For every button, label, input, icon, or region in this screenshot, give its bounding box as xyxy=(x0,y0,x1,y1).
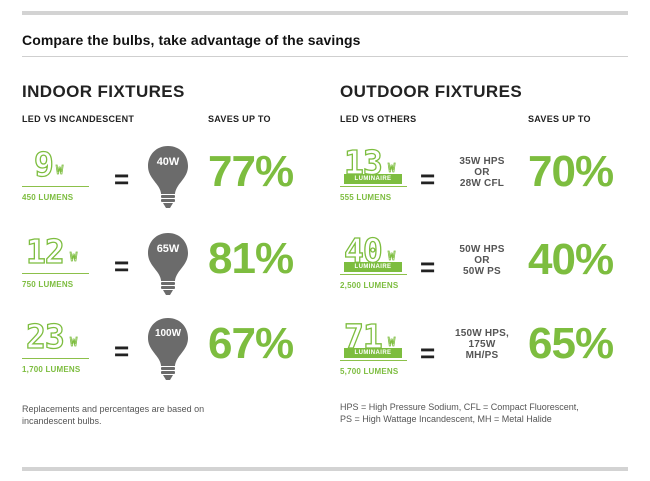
comparison-fixture: 50W HPS OR 50W PS xyxy=(442,244,522,277)
lumens-label: 2,500 LUMENS xyxy=(340,281,399,290)
outdoor-col-saves-label: SAVES UP TO xyxy=(528,114,591,124)
wattage-underline xyxy=(340,274,407,275)
outdoor-footnote-line: HPS = High Pressure Sodium, CFL = Compac… xyxy=(340,402,579,412)
comparison-line: 50W HPS xyxy=(459,244,505,255)
led-wattage-value: 9 xyxy=(33,145,54,184)
lumens-label: 555 LUMENS xyxy=(340,193,392,202)
indoor-row: 9 W 450 LUMENS = 40W 77% xyxy=(22,145,322,228)
led-wattage: 9 W 450 LUMENS xyxy=(22,145,96,208)
savings-percent: 40% xyxy=(528,235,614,284)
led-wattage-value: 13 xyxy=(343,143,383,182)
outdoor-heading: OUTDOOR FIXTURES xyxy=(340,82,523,101)
incandescent-bulb-icon: 40W xyxy=(146,144,190,210)
wattage-underline xyxy=(340,360,407,361)
indoor-footnote-line: incandescent bulbs. xyxy=(22,416,102,426)
bulb-wattage: 40W xyxy=(156,156,180,168)
incandescent-bulb-icon: 65W xyxy=(146,231,190,297)
indoor-section: INDOOR FIXTURES LED VS INCANDESCENT SAVE… xyxy=(22,0,322,481)
led-wattage-unit: W xyxy=(56,163,64,178)
indoor-heading: INDOOR FIXTURES xyxy=(22,82,185,101)
equals-sign: = xyxy=(420,338,436,368)
led-wattage: 13 W LUMINAIRE 555 LUMENS xyxy=(340,143,414,206)
equals-sign: = xyxy=(420,164,436,194)
led-wattage-value: 12 xyxy=(25,232,65,271)
equals-sign: = xyxy=(114,336,130,366)
bottom-rule xyxy=(22,467,628,471)
indoor-col-led-label: LED VS INCANDESCENT xyxy=(22,114,135,124)
wattage-underline xyxy=(22,358,89,359)
led-wattage-unit: W xyxy=(70,250,78,265)
wattage-underline xyxy=(22,186,89,187)
equals-sign: = xyxy=(420,252,436,282)
led-wattage-value: 23 xyxy=(25,317,65,356)
comparison-line: 50W PS xyxy=(463,266,501,277)
comparison-fixture: 150W HPS, 175W MH/PS xyxy=(442,328,522,361)
indoor-footnote-line: Replacements and percentages are based o… xyxy=(22,404,205,414)
comparison-line: OR xyxy=(474,255,490,266)
led-wattage-unit: W xyxy=(388,161,396,176)
led-wattage: 12 W 750 LUMENS xyxy=(22,232,96,295)
indoor-row: 23 W 1,700 LUMENS = 100W 67% xyxy=(22,317,322,400)
outdoor-row: 40 W LUMINAIRE 2,500 LUMENS = 50W HPS OR… xyxy=(340,231,630,314)
savings-percent: 77% xyxy=(208,147,294,196)
bulb-wattage: 65W xyxy=(156,243,180,255)
lumens-label: 5,700 LUMENS xyxy=(340,367,399,376)
led-wattage: 23 W 1,700 LUMENS xyxy=(22,317,96,380)
lumens-label: 750 LUMENS xyxy=(22,280,74,289)
comparison-line: 28W CFL xyxy=(459,178,505,189)
savings-percent: 67% xyxy=(208,319,294,368)
led-wattage-unit: W xyxy=(388,335,396,350)
luminaire-badge: LUMINAIRE xyxy=(344,262,402,272)
savings-percent: 81% xyxy=(208,234,294,283)
outdoor-col-led-label: LED VS OTHERS xyxy=(340,114,417,124)
luminaire-badge: LUMINAIRE xyxy=(344,174,402,184)
comparison-line: 150W HPS, xyxy=(454,328,510,339)
comparison-line: 175W xyxy=(468,339,496,350)
outdoor-footnote-line: PS = High Wattage Incandescent, MH = Met… xyxy=(340,414,552,424)
wattage-underline xyxy=(22,273,89,274)
indoor-footnote: Replacements and percentages are based o… xyxy=(22,403,204,427)
equals-sign: = xyxy=(114,164,130,194)
outdoor-section: OUTDOOR FIXTURES LED VS OTHERS SAVES UP … xyxy=(340,0,630,481)
luminaire-badge: LUMINAIRE xyxy=(344,348,402,358)
savings-percent: 65% xyxy=(528,319,614,368)
comparison-line: 35W HPS xyxy=(459,156,505,167)
outdoor-row: 13 W LUMINAIRE 555 LUMENS = 35W HPS OR 2… xyxy=(340,143,630,226)
outdoor-footnote: HPS = High Pressure Sodium, CFL = Compac… xyxy=(340,401,579,425)
led-wattage: 71 W LUMINAIRE 5,700 LUMENS xyxy=(340,317,414,380)
outdoor-row: 71 W LUMINAIRE 5,700 LUMENS = 150W HPS, … xyxy=(340,317,630,400)
indoor-col-saves-label: SAVES UP TO xyxy=(208,114,271,124)
led-wattage-unit: W xyxy=(388,249,396,264)
led-wattage-value: 40 xyxy=(343,231,383,270)
equals-sign: = xyxy=(114,251,130,281)
incandescent-bulb-icon: 100W xyxy=(146,316,190,382)
comparison-line: OR xyxy=(474,167,490,178)
title-divider xyxy=(22,56,628,57)
led-wattage-value: 71 xyxy=(343,317,383,356)
led-wattage: 40 W LUMINAIRE 2,500 LUMENS xyxy=(340,231,414,294)
bulb-wattage: 100W xyxy=(154,328,182,339)
comparison-fixture: 35W HPS OR 28W CFL xyxy=(442,156,522,189)
top-rule xyxy=(22,11,628,15)
lumens-label: 450 LUMENS xyxy=(22,193,74,202)
indoor-row: 12 W 750 LUMENS = 65W 81% xyxy=(22,232,322,315)
page-title: Compare the bulbs, take advantage of the… xyxy=(22,32,361,48)
comparison-line: MH/PS xyxy=(465,350,499,361)
savings-percent: 70% xyxy=(528,147,614,196)
lumens-label: 1,700 LUMENS xyxy=(22,365,81,374)
led-wattage-unit: W xyxy=(70,335,78,350)
wattage-underline xyxy=(340,186,407,187)
